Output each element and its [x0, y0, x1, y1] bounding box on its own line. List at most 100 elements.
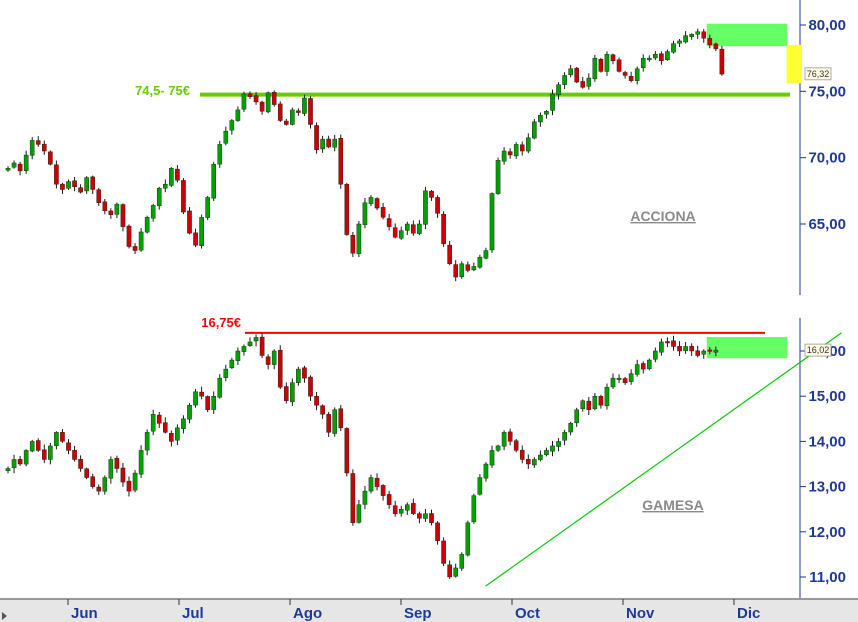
candle — [519, 445, 525, 464]
candle-body — [519, 144, 525, 152]
candle — [513, 439, 519, 453]
candle — [653, 51, 658, 61]
candle — [284, 382, 289, 404]
candle-body — [574, 409, 579, 424]
candle-body — [290, 382, 295, 403]
candle-body — [72, 180, 77, 188]
candle-body — [556, 441, 561, 447]
candle — [108, 456, 114, 484]
candle — [5, 466, 11, 474]
candle — [84, 467, 89, 480]
candle-body — [60, 432, 65, 442]
candle — [78, 184, 83, 194]
candle-body — [156, 187, 162, 207]
candle — [247, 337, 253, 347]
candle-body — [634, 68, 640, 81]
candle — [320, 404, 325, 419]
candle — [66, 439, 71, 455]
candle-body — [284, 386, 289, 401]
candle-body — [495, 445, 501, 451]
candle — [235, 347, 241, 365]
candle — [17, 455, 23, 466]
candle — [193, 228, 198, 248]
candle-body — [368, 197, 374, 204]
candle-body — [592, 396, 598, 410]
candle-body — [677, 40, 682, 44]
candle — [11, 454, 17, 474]
candle-body — [338, 138, 344, 185]
candle — [411, 498, 416, 516]
candle-body — [296, 368, 301, 384]
candle-body — [193, 391, 198, 406]
candle-body — [628, 76, 634, 81]
candle-body — [29, 140, 35, 156]
candle-body — [580, 400, 586, 410]
candle-body — [247, 93, 253, 97]
candle — [338, 405, 344, 431]
y-tick-label: 75,00 — [808, 83, 846, 100]
candle-body — [114, 203, 120, 215]
candle — [398, 505, 404, 517]
candle-body — [459, 263, 465, 278]
arrow-right-icon[interactable] — [2, 612, 7, 620]
candle — [447, 560, 452, 579]
candle-body — [640, 57, 646, 69]
candle-body — [211, 164, 217, 199]
candle-body — [719, 48, 725, 75]
candle-body — [187, 405, 192, 420]
candle-body — [150, 205, 156, 219]
candle — [175, 165, 180, 183]
candle-body — [501, 432, 507, 447]
candle — [60, 182, 65, 195]
candle-body — [405, 223, 410, 231]
candle-body — [405, 504, 410, 511]
candle-body — [659, 53, 664, 62]
candle — [677, 341, 682, 357]
candle-body — [259, 336, 265, 356]
candle-body — [659, 341, 664, 353]
candle-body — [380, 485, 386, 496]
candle — [144, 215, 150, 234]
candle-body — [114, 457, 120, 469]
candle — [628, 369, 634, 385]
candle-body — [453, 264, 459, 278]
candle — [60, 429, 65, 443]
candle-body — [181, 180, 186, 213]
candle — [169, 167, 174, 188]
candle-body — [616, 59, 622, 72]
candle — [132, 243, 138, 255]
candle — [253, 92, 259, 105]
candle — [429, 509, 434, 526]
candle-body — [138, 450, 144, 475]
candle-body — [308, 98, 313, 125]
acciona-last-price-box — [804, 67, 832, 81]
candle-body — [598, 396, 604, 406]
candle — [701, 349, 707, 359]
candle — [253, 334, 259, 347]
candle — [126, 476, 132, 497]
candle-body — [338, 408, 344, 429]
candle-body — [568, 423, 573, 433]
candle-body — [634, 364, 640, 375]
candle-body — [42, 449, 47, 460]
candle-body — [671, 340, 676, 347]
candle — [35, 438, 41, 452]
candle — [671, 40, 676, 54]
candle — [453, 563, 459, 578]
candle-body — [380, 207, 386, 218]
candle-body — [156, 414, 162, 424]
candle — [181, 415, 186, 434]
candle — [48, 442, 53, 465]
candle-body — [417, 513, 422, 519]
candle-body — [683, 35, 688, 43]
candle — [162, 179, 168, 193]
gamesa-trendline-stroke — [485, 332, 842, 587]
candle — [66, 179, 71, 190]
acciona-panel: 80,00 75,00 70,00 65,00 ACCIONA 74,5- 75€ 7… — [5, 17, 846, 282]
candle-body — [374, 198, 380, 209]
acciona-candles — [5, 28, 725, 282]
candle — [199, 214, 204, 249]
candle-body — [162, 183, 168, 189]
candle-body — [102, 201, 108, 211]
